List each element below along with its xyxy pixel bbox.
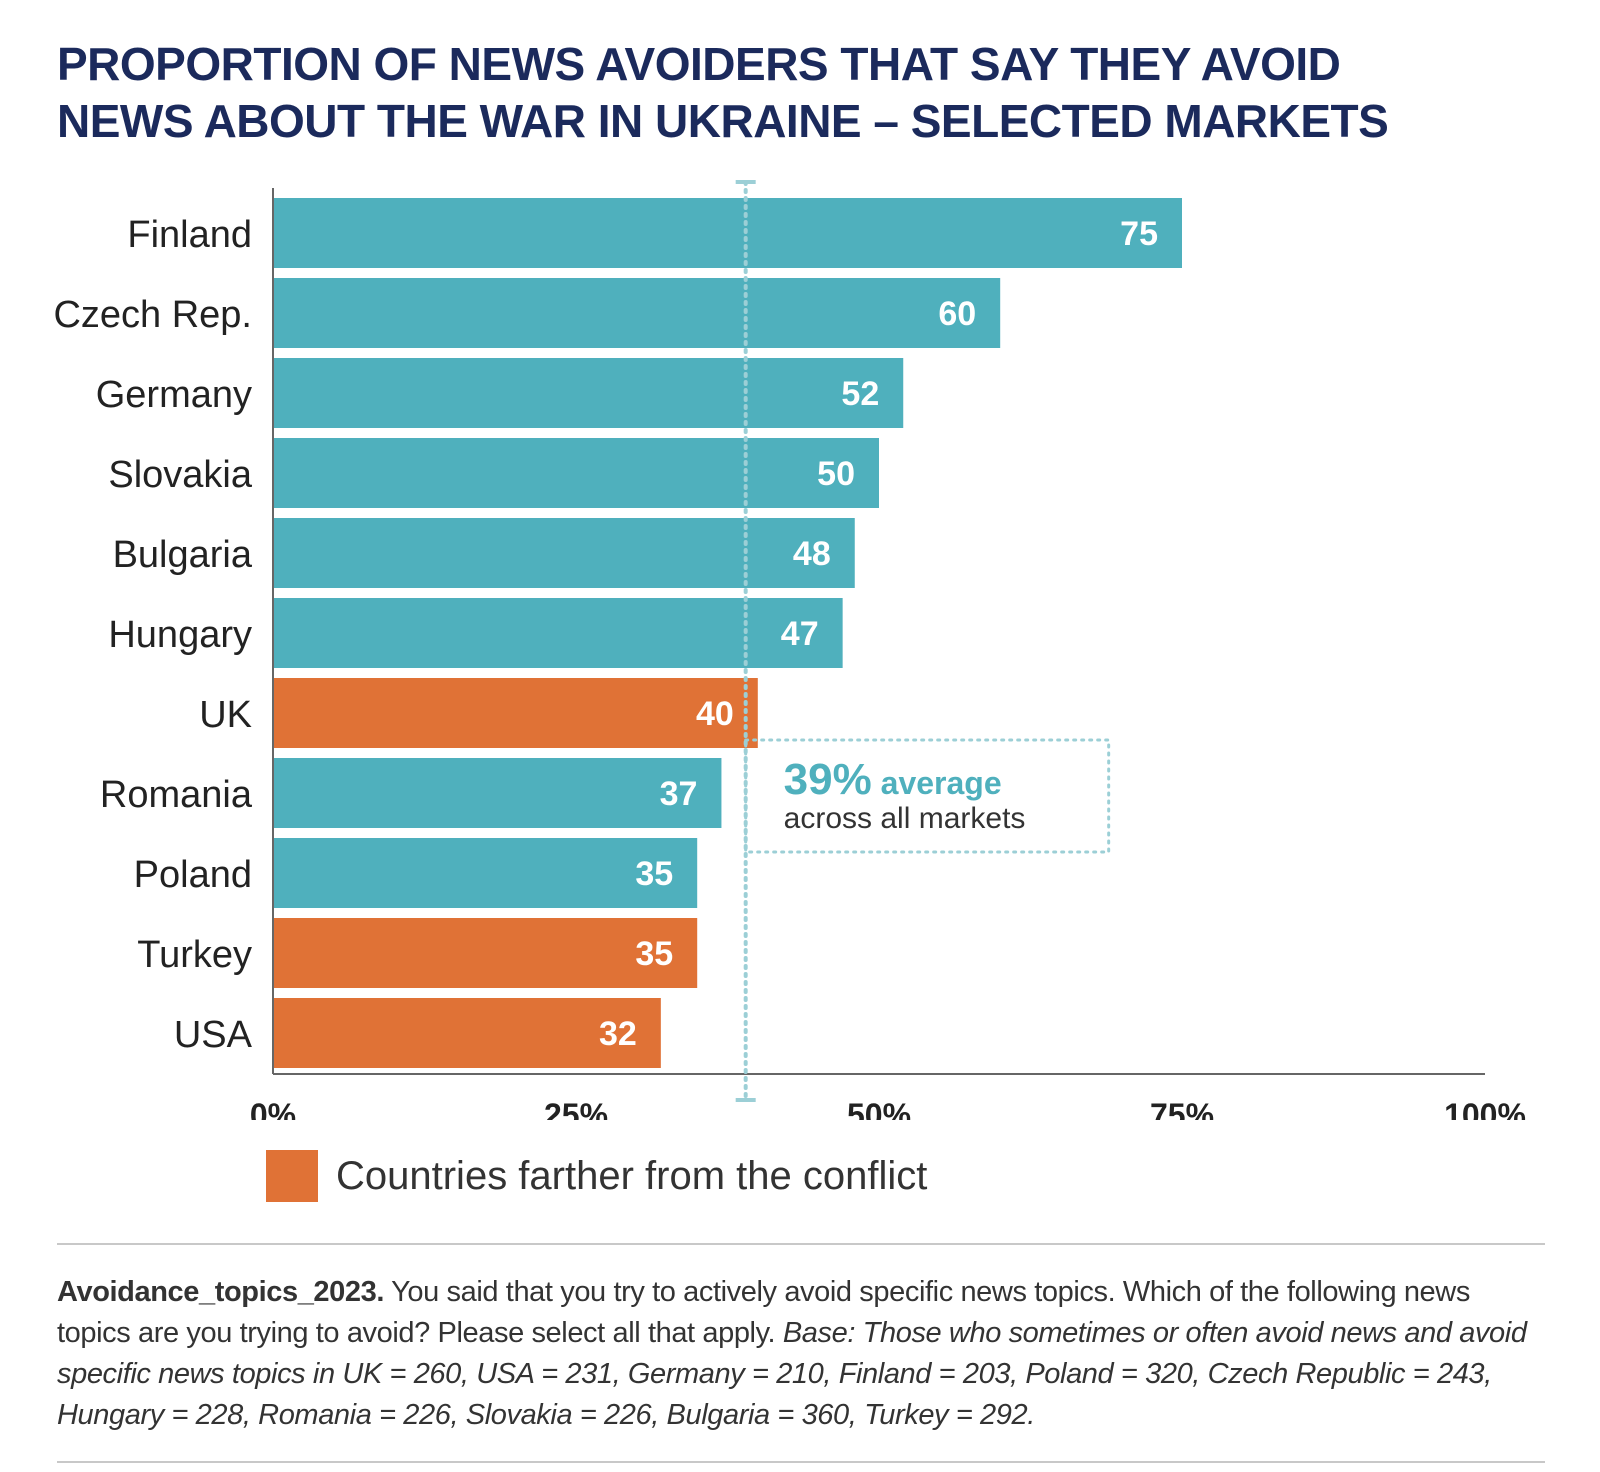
category-label-poland: Poland [134,854,252,896]
bar-value-finland: 75 [1120,215,1158,253]
category-label-czech-rep: Czech Rep. [53,294,252,336]
bar-slovakia [273,438,879,508]
x-tick-label-50: 50% [847,1097,911,1120]
bar-value-hungary: 47 [781,615,819,653]
bar-czech-rep [273,278,1001,348]
bar-uk [273,678,758,748]
category-label-bulgaria: Bulgaria [113,534,253,576]
bar-turkey [273,918,698,988]
bar-value-poland: 35 [635,855,673,893]
average-annotation-subtitle: across all markets [784,802,1026,835]
bar-value-bulgaria: 48 [793,535,831,573]
bar-germany [273,358,904,428]
bar-hungary [273,598,843,668]
x-tick-label-100: 100% [1444,1097,1526,1120]
average-annotation-value: 39% [784,755,872,804]
bar-value-czech-rep: 60 [938,295,976,333]
bar-value-germany: 52 [841,375,879,413]
bar-poland [273,838,698,908]
bar-value-slovakia: 50 [817,455,855,493]
chart-title-line-2: NEWS ABOUT THE WAR IN UKRAINE – SELECTED… [57,95,1389,147]
bar-value-romania: 37 [660,775,698,813]
category-label-turkey: Turkey [137,934,252,976]
divider-bottom [57,1461,1545,1463]
x-tick-label-75: 75% [1150,1097,1214,1120]
category-label-usa: USA [174,1014,253,1056]
bar-finland [273,198,1182,268]
bar-usa [273,998,661,1068]
divider-top [57,1243,1545,1245]
category-label-hungary: Hungary [108,614,252,656]
bar-romania [273,758,722,828]
category-label-slovakia: Slovakia [108,454,252,496]
bar-value-uk: 40 [696,695,734,733]
chart-title-line-1: PROPORTION OF NEWS AVOIDERS THAT SAY THE… [57,38,1341,90]
footnote-code: Avoidance_topics_2023. [57,1276,385,1308]
legend-label: Countries farther from the conflict [336,1153,928,1198]
average-annotation-word: average [872,765,1002,801]
average-annotation-box [744,738,1111,854]
legend-swatch-orange [266,1150,318,1202]
footnote-base: Base: Those who sometimes or often avoid… [57,1317,1527,1431]
bar-bulgaria [273,518,855,588]
category-label-romania: Romania [100,774,253,816]
average-annotation-title: 39% average [784,755,1002,804]
category-label-uk: UK [199,694,252,736]
bar-value-usa: 32 [599,1015,637,1053]
footnote-question: You said that you try to actively avoid … [57,1276,1470,1349]
chart-title: PROPORTION OF NEWS AVOIDERS THAT SAY THE… [57,36,1537,150]
footnote: Avoidance_topics_2023. You said that you… [57,1272,1547,1436]
category-label-germany: Germany [96,374,252,416]
x-tick-label-25: 25% [544,1097,608,1120]
legend: Countries farther from the conflict [266,1150,927,1202]
bar-value-turkey: 35 [635,935,673,973]
category-label-finland: Finland [127,214,252,256]
x-tick-label-0: 0% [250,1097,296,1120]
bar-chart: 75 Finland 60 Czech Rep. 52 Germany 50 Slovakia… [53,180,1526,1120]
